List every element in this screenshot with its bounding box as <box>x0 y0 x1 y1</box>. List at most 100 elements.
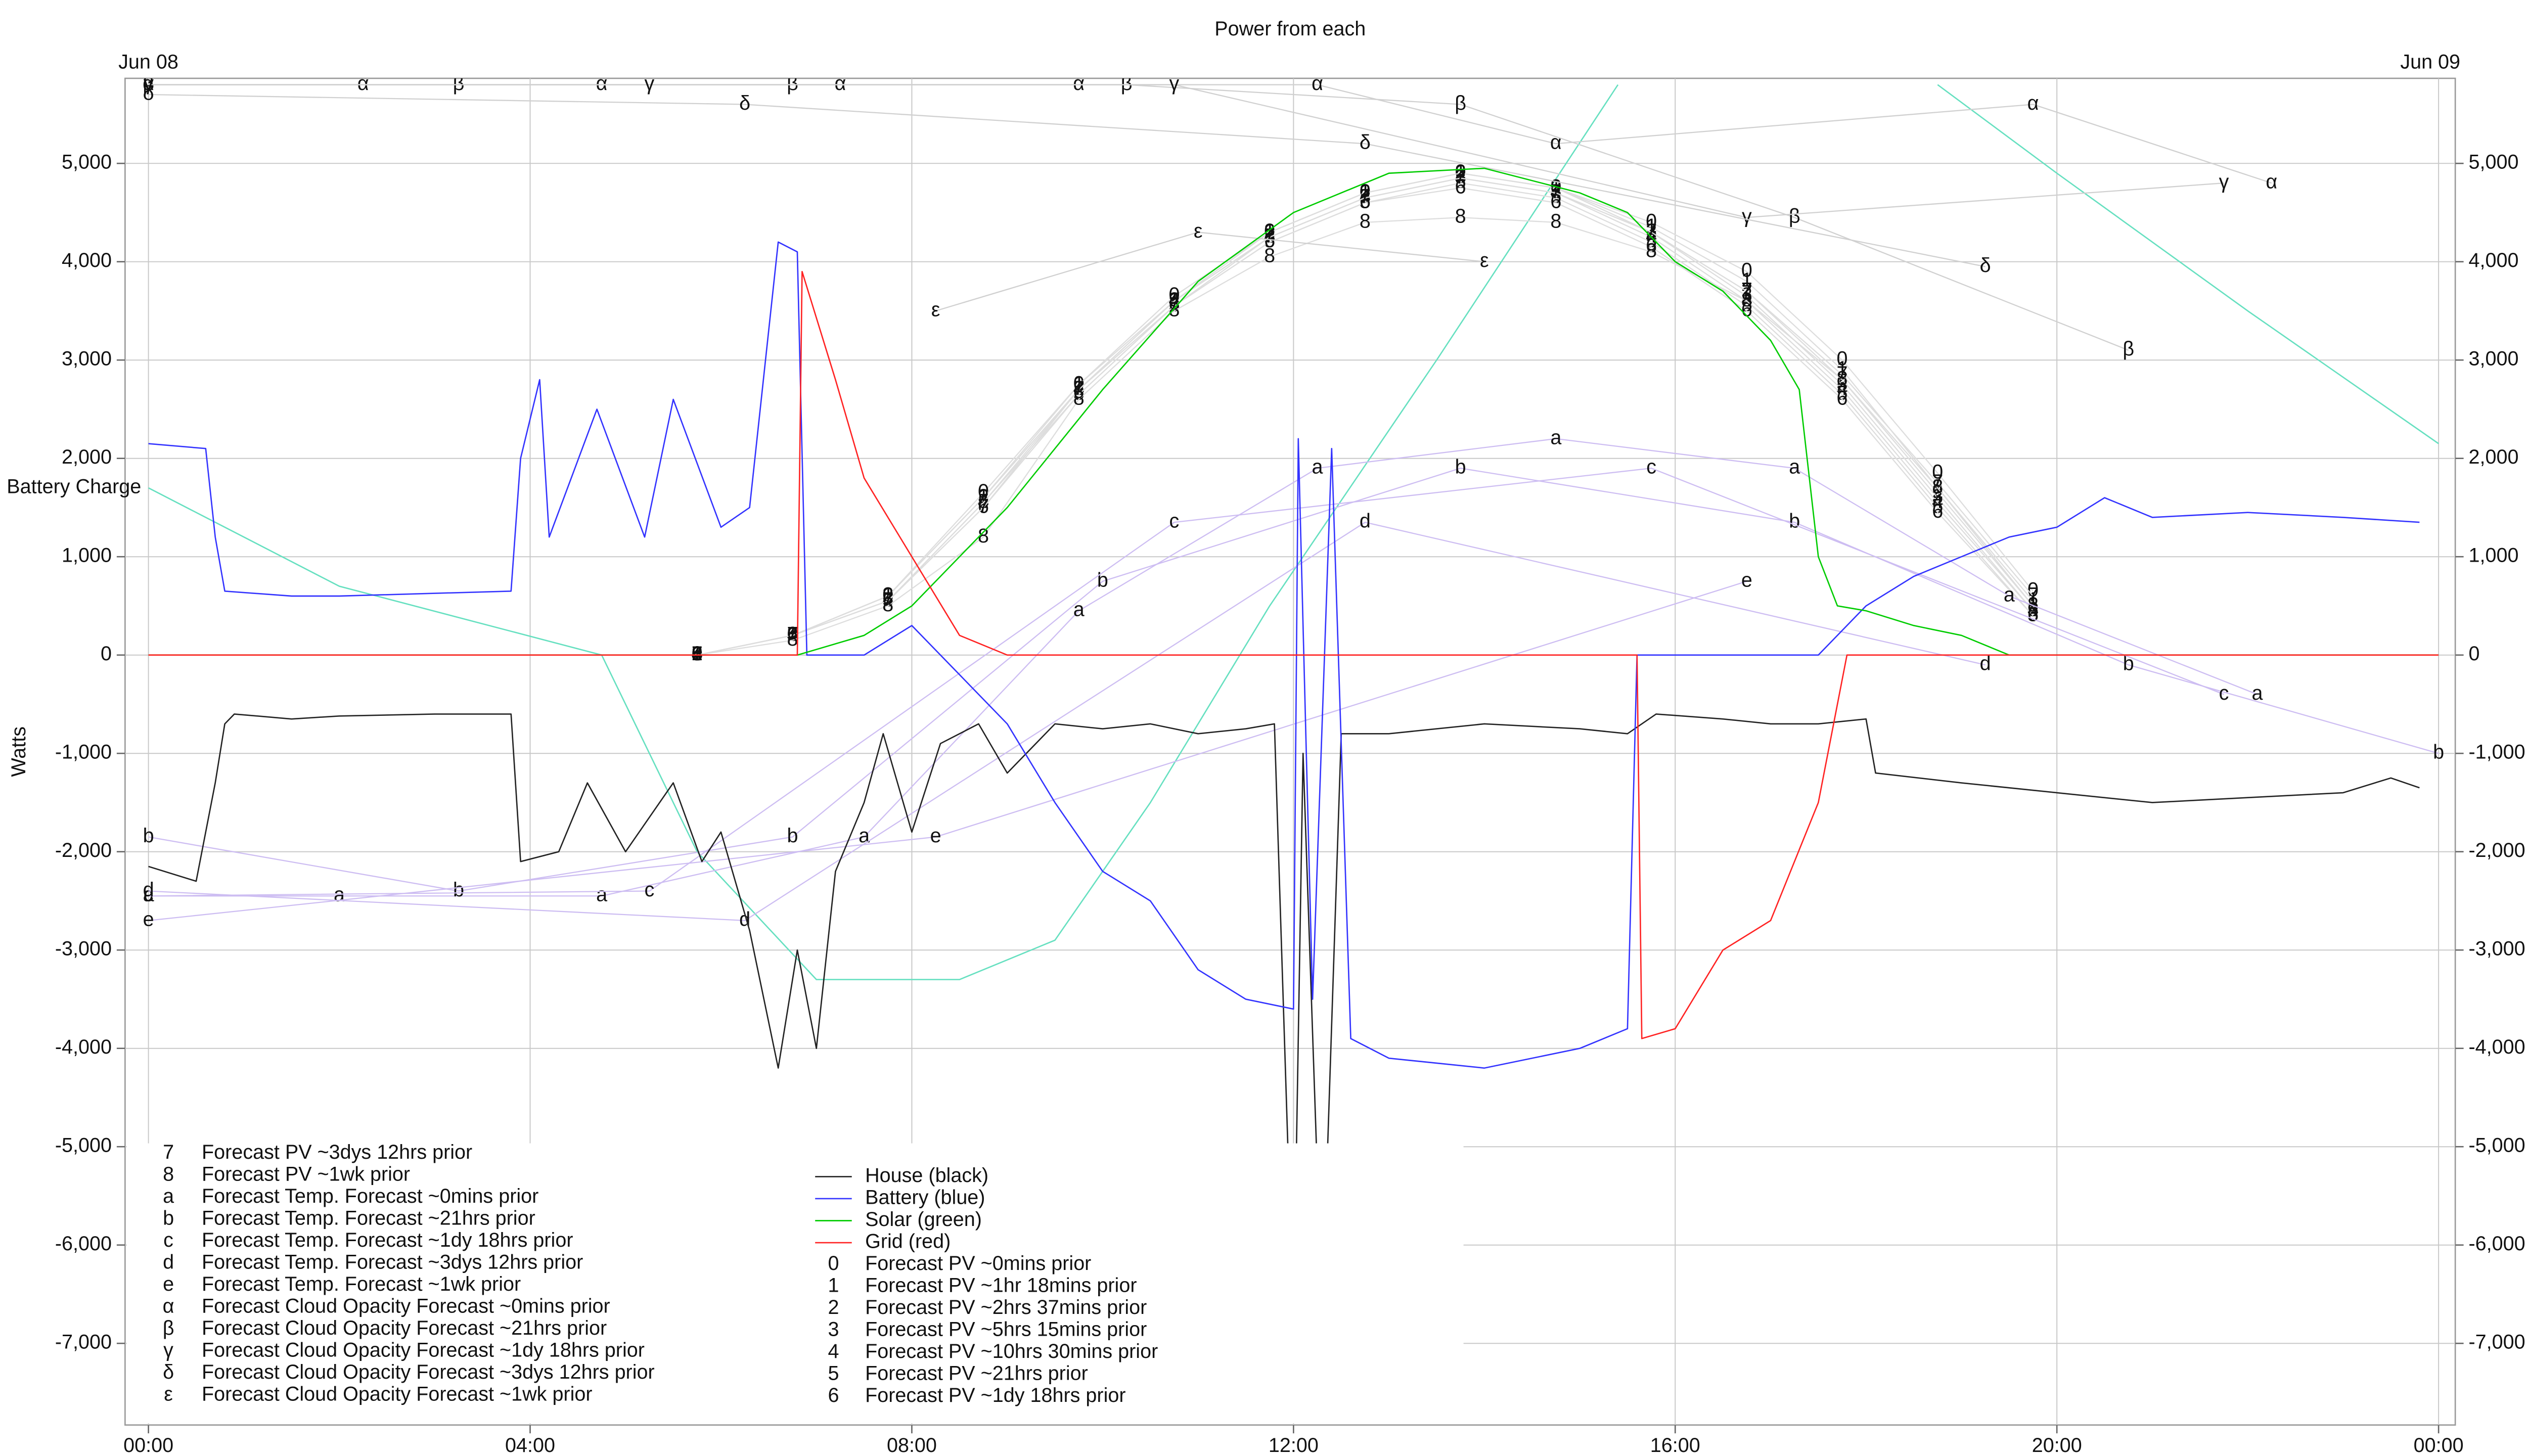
y-tick-label: 2,000 <box>62 446 112 468</box>
forecast-marker: b <box>453 879 464 901</box>
forecast-marker: 6 <box>1550 190 1561 212</box>
forecast-marker: α <box>834 72 846 95</box>
y-tick-label: -1,000 <box>55 741 112 763</box>
forecast-marker: 4 <box>882 588 893 611</box>
forecast-marker: 1 <box>1741 269 1752 291</box>
forecast-marker: 5 <box>1455 171 1466 193</box>
forecast-marker: α <box>1073 72 1085 95</box>
forecast-marker: b <box>2123 653 2134 675</box>
legend-label: Forecast Temp. Forecast ~1dy 18hrs prior <box>202 1229 573 1251</box>
forecast-line <box>935 232 1484 312</box>
legend-marker: c <box>163 1229 173 1251</box>
end-date: Jun 09 <box>2400 51 2460 73</box>
forecast-marker: 0 <box>978 480 989 503</box>
forecast-marker: ε <box>1194 220 1203 242</box>
y-tick-label: -6,000 <box>55 1233 112 1255</box>
legend-marker: α <box>163 1295 174 1317</box>
forecast-marker: 6 <box>1455 175 1466 198</box>
legend-marker: b <box>163 1207 174 1229</box>
forecast-marker: 4 <box>978 490 989 513</box>
y2-tick-label: -6,000 <box>2469 1233 2525 1255</box>
legend-label: Forecast Temp. Forecast ~3dys 12hrs prio… <box>202 1251 583 1273</box>
forecast-marker: 8 <box>1168 298 1180 321</box>
forecast-marker: β <box>143 72 154 95</box>
legend-marker: β <box>163 1317 174 1339</box>
y2-tick-label: -1,000 <box>2469 741 2525 763</box>
forecast-marker: 2 <box>882 583 893 606</box>
forecast-marker: 7 <box>1646 220 1657 242</box>
forecast-marker: 0 <box>1837 348 1848 370</box>
y-tick-label: 1,000 <box>62 544 112 567</box>
y-axis-label: Watts <box>8 726 30 777</box>
forecast-marker: 2 <box>1646 220 1657 242</box>
forecast-line <box>697 217 2034 656</box>
forecast-marker: 7 <box>1455 166 1466 188</box>
y2-tick-label: 3,000 <box>2469 348 2519 370</box>
legend-label: Solar (green) <box>865 1208 982 1231</box>
legend-label: Battery (blue) <box>865 1186 985 1208</box>
forecast-line <box>148 580 1747 922</box>
legend-label: Forecast PV ~5hrs 15mins prior <box>865 1318 1147 1341</box>
forecast-marker: 7 <box>1264 225 1275 247</box>
forecast-marker: 7 <box>978 495 989 517</box>
forecast-marker: a <box>1312 456 1323 478</box>
forecast-marker: 7 <box>1073 377 1085 399</box>
legend-marker: 1 <box>828 1275 839 1297</box>
forecast-marker: δ <box>739 92 750 114</box>
forecast-marker: c <box>144 884 154 906</box>
forecast-marker: e <box>930 825 941 847</box>
forecast-marker: 1 <box>978 485 989 508</box>
legend-label: Forecast PV ~1wk prior <box>202 1163 410 1185</box>
forecast-marker: 4 <box>1646 225 1657 247</box>
forecast-marker: 7 <box>1932 471 1943 493</box>
forecast-marker: c <box>1646 456 1656 478</box>
y-tick-label: -5,000 <box>55 1134 112 1157</box>
legend-label: Forecast Temp. Forecast ~0mins prior <box>202 1185 538 1207</box>
forecast-marker: 0 <box>1073 372 1085 394</box>
forecast-marker: 7 <box>692 643 703 665</box>
legend-marker: 2 <box>828 1296 839 1318</box>
forecast-marker: 2 <box>2027 594 2039 616</box>
forecast-marker: c <box>2219 682 2229 704</box>
forecast-marker: γ <box>1169 72 1180 95</box>
legend-label: Forecast Cloud Opacity Forecast ~21hrs p… <box>202 1317 607 1339</box>
legend-label: Forecast PV ~1dy 18hrs prior <box>865 1384 1125 1406</box>
forecast-marker: c <box>645 879 655 901</box>
forecast-marker: 6 <box>1837 387 1848 409</box>
forecast-marker: α <box>1312 72 1323 95</box>
forecast-marker: 0 <box>1932 461 1943 483</box>
forecast-marker: γ <box>2219 171 2229 193</box>
forecast-marker: 7 <box>1837 362 1848 385</box>
forecast-marker: 8 <box>692 643 703 665</box>
forecast-marker: 5 <box>882 588 893 611</box>
forecast-marker: 5 <box>1168 294 1180 316</box>
forecast-marker: 0 <box>2027 579 2039 601</box>
legend-marker: 4 <box>828 1340 839 1362</box>
forecast-marker: 4 <box>1932 490 1943 513</box>
legend-label: Grid (red) <box>865 1230 951 1252</box>
x-tick-label: 00:00 <box>2414 1434 2464 1456</box>
forecast-marker: 5 <box>978 490 989 513</box>
series-line <box>148 167 2439 656</box>
legend-marker: 6 <box>828 1384 839 1406</box>
y-tick-label: 5,000 <box>62 151 112 173</box>
y-tick-label: 3,000 <box>62 348 112 370</box>
forecast-marker: α <box>143 72 154 95</box>
forecast-marker: b <box>143 825 154 847</box>
legend-marker: ε <box>164 1383 173 1405</box>
forecast-marker: 6 <box>882 588 893 611</box>
series-line <box>148 713 2420 1325</box>
series-line <box>148 270 2439 1039</box>
y2-tick-label: -5,000 <box>2469 1134 2525 1157</box>
y2-tick-label: 0 <box>2469 643 2480 665</box>
legend-marker: δ <box>163 1361 174 1383</box>
legend-background <box>126 1143 1464 1424</box>
x-tick-label: 20:00 <box>2032 1434 2082 1456</box>
forecast-marker: 3 <box>692 643 703 665</box>
forecast-marker: 0 <box>1168 284 1180 306</box>
legend-label: Forecast PV ~10hrs 30mins prior <box>865 1340 1158 1362</box>
forecast-marker: 6 <box>692 643 703 665</box>
y-tick-label: -4,000 <box>55 1036 112 1058</box>
battery-charge-line <box>148 84 2439 980</box>
forecast-marker: b <box>2433 741 2444 763</box>
